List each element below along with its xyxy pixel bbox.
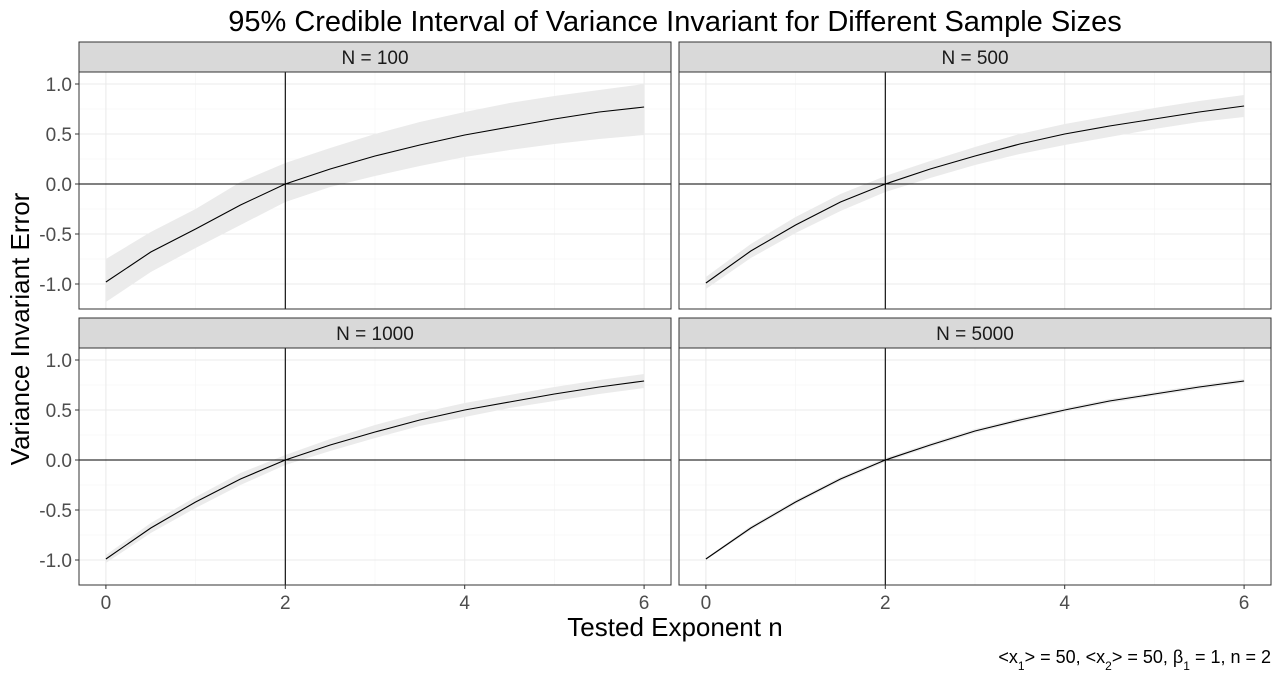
- x-tick-label: 2: [280, 593, 291, 614]
- panel-border: [678, 347, 1272, 586]
- facet-panel: N = 5000: [678, 317, 1272, 586]
- mean-line: [105, 380, 645, 560]
- y-axis-ticks: -1.0 -0.5 0.0 0.5 1.0 -1.0 -0.5 0.0 0.5 1.0: [39, 75, 79, 572]
- panel-border: [78, 347, 672, 586]
- y-tick-label: -1.0: [39, 275, 72, 296]
- facet-label: N = 500: [941, 48, 1008, 69]
- x-axis-ticks: 0 2 4 6 0 2 4 6: [101, 585, 1250, 614]
- facet-panel: N = 1000: [78, 317, 672, 586]
- facet-label: N = 1000: [336, 324, 414, 345]
- facet-strip: [678, 41, 1272, 73]
- credible-interval-band: [105, 374, 645, 563]
- panel-border: [678, 71, 1272, 310]
- x-tick-label: 4: [1059, 593, 1070, 614]
- mean-line: [705, 105, 1245, 284]
- y-tick-label: 0.5: [46, 125, 72, 146]
- caption-sub-b: 2: [1105, 659, 1112, 673]
- caption-sub-c: 1: [1183, 659, 1190, 673]
- y-tick-label: -1.0: [39, 551, 72, 572]
- y-tick-label: 1.0: [46, 351, 72, 372]
- caption-sub-a: 1: [1018, 659, 1025, 673]
- facet-label: N = 100: [341, 48, 408, 69]
- x-tick-label: 6: [639, 593, 650, 614]
- x-tick-label: 2: [880, 593, 891, 614]
- x-tick-label: 0: [101, 593, 112, 614]
- y-tick-label: -0.5: [39, 225, 72, 246]
- x-tick-label: 6: [1239, 593, 1250, 614]
- facet-strip: [678, 317, 1272, 349]
- caption-part-a: <x: [998, 647, 1018, 667]
- facet-panels: N = 100 N = 500 N = 1000 N = 5000: [78, 41, 1272, 586]
- panel-border: [78, 71, 672, 310]
- facet-panel: N = 500: [678, 41, 1272, 310]
- y-tick-label: 0.0: [46, 451, 72, 472]
- facet-strip: [78, 41, 672, 73]
- facet-panel: N = 100: [78, 41, 672, 310]
- y-tick-label: 0.0: [46, 175, 72, 196]
- caption-part-b: > = 50, <x: [1025, 647, 1106, 667]
- y-tick-label: 1.0: [46, 75, 72, 96]
- y-tick-label: -0.5: [39, 501, 72, 522]
- caption-part-c: > = 50, β: [1112, 647, 1183, 667]
- x-axis-title: Tested Exponent n: [567, 612, 782, 642]
- chart-title: 95% Credible Interval of Variance Invari…: [228, 6, 1122, 38]
- x-tick-label: 4: [459, 593, 470, 614]
- x-tick-label: 0: [701, 593, 712, 614]
- caption: <x1> = 50, <x2> = 50, β1 = 1, n = 2: [998, 647, 1271, 673]
- y-tick-label: 0.5: [46, 401, 72, 422]
- facet-label: N = 5000: [936, 324, 1014, 345]
- mean-line: [105, 106, 645, 283]
- caption-part-d: = 1, n = 2: [1190, 647, 1271, 667]
- y-axis-title: Variance Invariant Error: [5, 192, 35, 465]
- credible-interval-band: [705, 95, 1245, 289]
- mean-line: [705, 380, 1245, 560]
- credible-interval-band: [105, 84, 645, 302]
